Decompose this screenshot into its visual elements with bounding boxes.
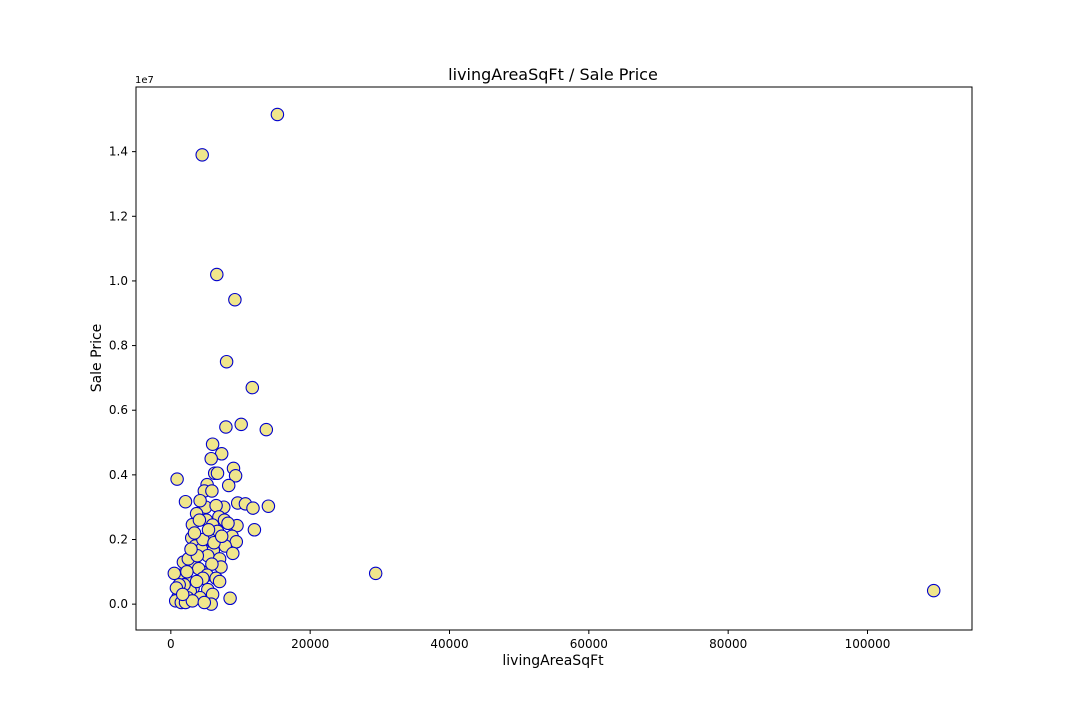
y-tick-label: 0.4 [109,468,128,482]
x-tick-label: 100000 [845,637,891,651]
data-point [245,380,260,395]
data-point [178,494,193,509]
data-point [189,574,204,589]
data-point [201,523,216,537]
y-axis: 0.0 0.2 0.4 0.6 0.8 1.0 1.2 1.4 [109,145,136,611]
data-point [219,354,234,369]
data-point [205,484,219,498]
data-point [187,526,202,540]
y-tick-label: 0.2 [109,533,128,547]
data-point [261,499,276,513]
y-axis-offset-label: 1e7 [135,75,154,86]
x-tick-label: 60000 [570,637,608,651]
points-layer [167,107,941,611]
data-point [926,583,941,598]
y-tick-label: 1.2 [109,209,128,223]
y-tick-label: 0.0 [109,597,128,611]
data-point [247,523,262,537]
data-point [170,472,184,486]
data-point [205,557,219,571]
data-point [368,566,383,581]
chart-title: livingAreaSqFt / Sale Price [448,65,658,84]
data-point [197,595,212,610]
data-point [219,420,233,434]
data-point [214,529,229,544]
data-point [204,451,218,466]
data-point [205,437,220,451]
data-point [223,591,237,606]
data-point [259,422,274,437]
data-point [210,267,224,282]
data-point [234,417,248,432]
data-point [228,292,242,307]
x-tick-label: 20000 [291,637,329,651]
data-point [270,107,285,122]
plot-frame [135,86,973,631]
y-tick-label: 1.4 [109,145,128,159]
x-axis-label: livingAreaSqFt [502,653,604,669]
data-point [193,493,207,508]
data-point [184,542,198,556]
data-point [192,513,207,527]
data-point [210,466,225,480]
x-tick-label: 80000 [709,637,747,651]
data-point [221,516,235,531]
x-tick-label: 40000 [430,637,468,651]
data-point [212,574,227,589]
y-tick-label: 0.6 [109,403,128,417]
data-point [229,535,244,549]
data-point [209,498,223,513]
y-tick-label: 0.8 [109,339,128,353]
x-axis: 0 20000 40000 60000 80000 100000 [167,630,890,651]
data-point [226,546,240,561]
data-point [175,587,190,602]
data-point [167,566,182,581]
data-point [246,501,260,515]
data-point [195,148,209,162]
x-tick-label: 0 [167,637,175,651]
data-point [221,478,236,493]
data-point [228,469,243,483]
y-axis-label: Sale Price [89,324,105,393]
data-point [180,565,194,579]
y-tick-label: 1.0 [109,274,128,288]
